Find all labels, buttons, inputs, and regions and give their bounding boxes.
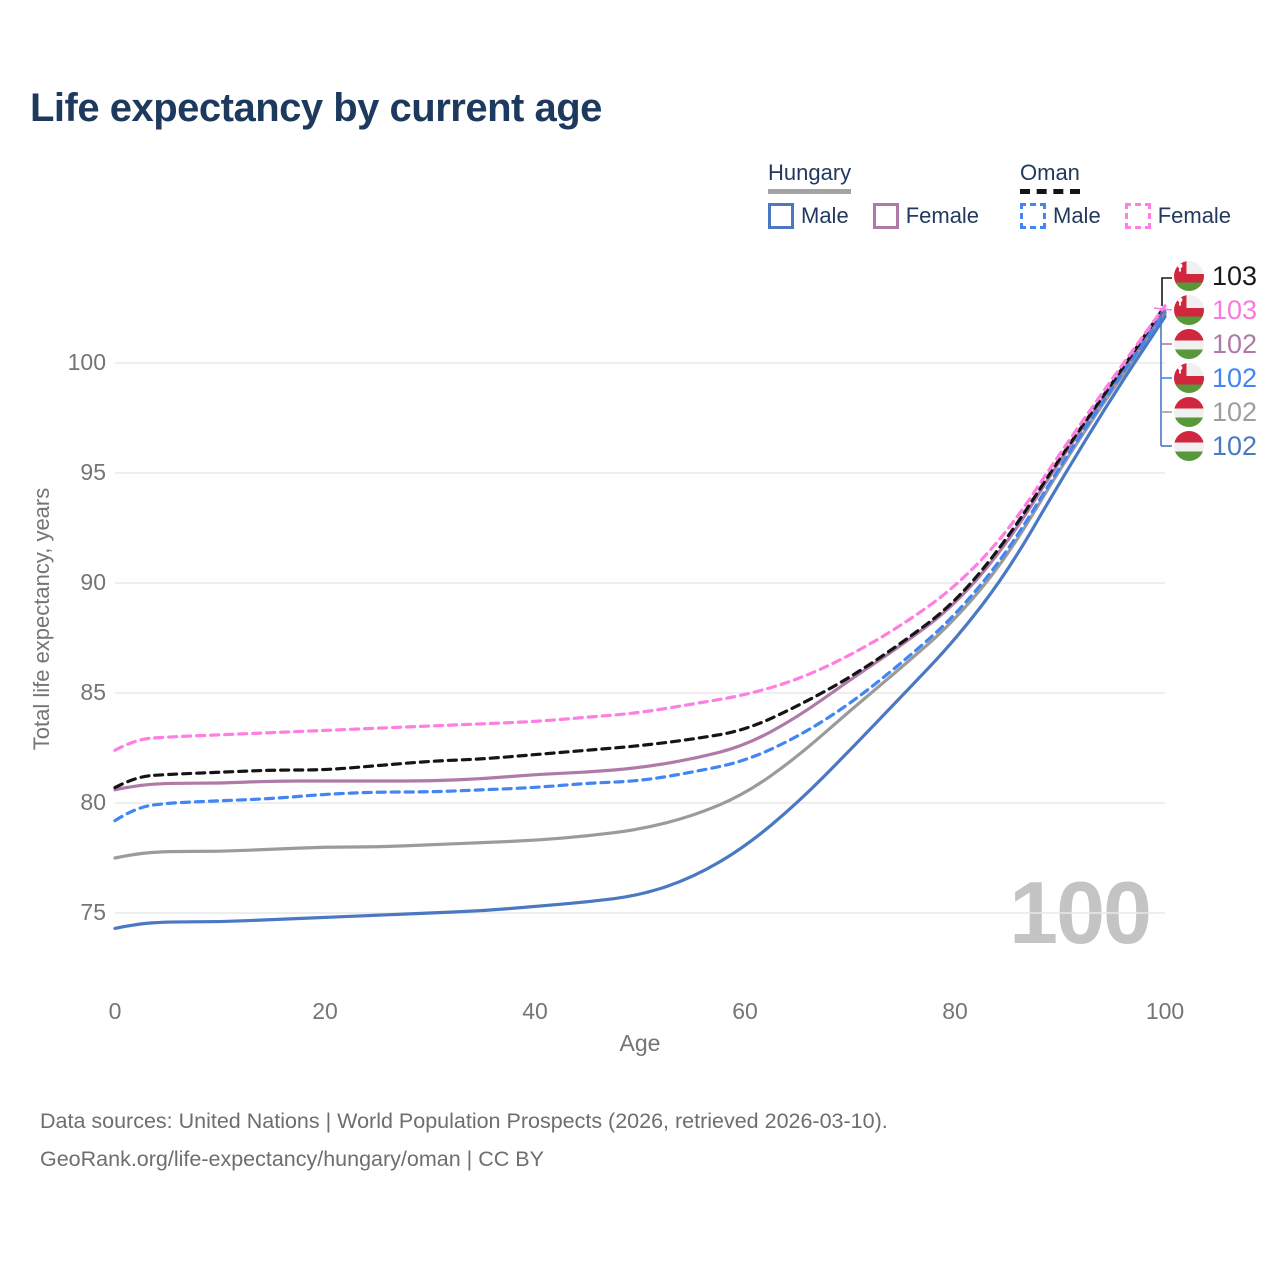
oman-female-swatch-icon xyxy=(1124,203,1151,229)
oman-male-swatch-icon xyxy=(1020,203,1046,229)
chart-plot-area xyxy=(113,277,1173,930)
legend-item-label: Male xyxy=(1053,203,1101,228)
legend-item-hungary-male[interactable]: Male xyxy=(768,203,849,229)
legend-item-label: Male xyxy=(801,203,849,228)
end-label-connectors xyxy=(1153,277,1173,447)
end-value: 103 xyxy=(1212,260,1258,291)
line-oman-male xyxy=(113,310,1167,823)
x-tick-label: 20 xyxy=(312,998,338,1024)
legend-item-label: Female xyxy=(905,203,980,228)
legend-item-oman-female[interactable]: Female xyxy=(1124,203,1232,229)
end-value: 102 xyxy=(1212,396,1258,427)
page-title: Life expectancy by current age xyxy=(30,86,602,130)
y-tick-label: 80 xyxy=(80,789,106,815)
line-oman-total xyxy=(113,304,1167,790)
legend-group-oman: Oman Male Female xyxy=(1020,160,1231,229)
line-hungary-male xyxy=(113,315,1167,930)
hungary-flag-icon xyxy=(1174,397,1204,427)
oman-flag-icon xyxy=(1174,363,1204,393)
y-tick-label: 75 xyxy=(80,899,106,925)
end-value: 102 xyxy=(1212,362,1258,393)
legend-group-label-oman: Oman xyxy=(1020,160,1080,194)
end-label-row: 103 xyxy=(1174,259,1257,293)
x-tick-label: 40 xyxy=(522,998,548,1024)
legend-item-hungary-female[interactable]: Female xyxy=(872,203,980,229)
legend-group-hungary: Hungary Male Female xyxy=(768,160,979,229)
legend-item-label: Female xyxy=(1157,203,1232,228)
hungary-flag-icon xyxy=(1174,329,1204,359)
line-hungary-female xyxy=(113,308,1167,792)
x-tick-label: 0 xyxy=(108,998,122,1024)
y-tick-label: 90 xyxy=(80,569,106,595)
attribution-line: GeoRank.org/life-expectancy/hungary/oman… xyxy=(40,1147,544,1171)
y-tick-label: 95 xyxy=(80,459,106,485)
line-hungary-total xyxy=(113,313,1167,860)
hungary-flag-icon xyxy=(1174,431,1204,461)
end-value: 102 xyxy=(1212,430,1258,461)
x-tick-label: 100 xyxy=(1145,998,1185,1024)
end-value: 102 xyxy=(1212,328,1258,359)
oman-flag-icon xyxy=(1174,261,1204,291)
footer: Data sources: United Nations | World Pop… xyxy=(40,1102,888,1178)
series-lines xyxy=(113,304,1167,930)
legend-group-label-hungary: Hungary xyxy=(768,160,852,194)
oman-flag-icon xyxy=(1174,295,1204,325)
end-label-row: 103 xyxy=(1174,293,1257,327)
end-value: 103 xyxy=(1212,294,1258,325)
end-label-row: 102 xyxy=(1174,395,1257,429)
end-label-row: 102 xyxy=(1174,361,1257,395)
legend-item-oman-male[interactable]: Male xyxy=(1020,203,1101,229)
hungary-male-swatch-icon xyxy=(768,203,794,229)
x-tick-label: 60 xyxy=(732,998,758,1024)
gridlines xyxy=(115,362,1165,914)
hungary-female-swatch-icon xyxy=(872,203,899,229)
y-tick-label: 100 xyxy=(67,349,106,375)
end-label-row: 102 xyxy=(1174,429,1257,463)
x-tick-label: 80 xyxy=(942,998,968,1024)
x-axis-title: Age xyxy=(619,1030,661,1056)
y-tick-label: 85 xyxy=(80,679,106,705)
line-oman-female xyxy=(113,304,1167,752)
end-label-row: 102 xyxy=(1174,327,1257,361)
data-sources-line: Data sources: United Nations | World Pop… xyxy=(40,1109,888,1133)
